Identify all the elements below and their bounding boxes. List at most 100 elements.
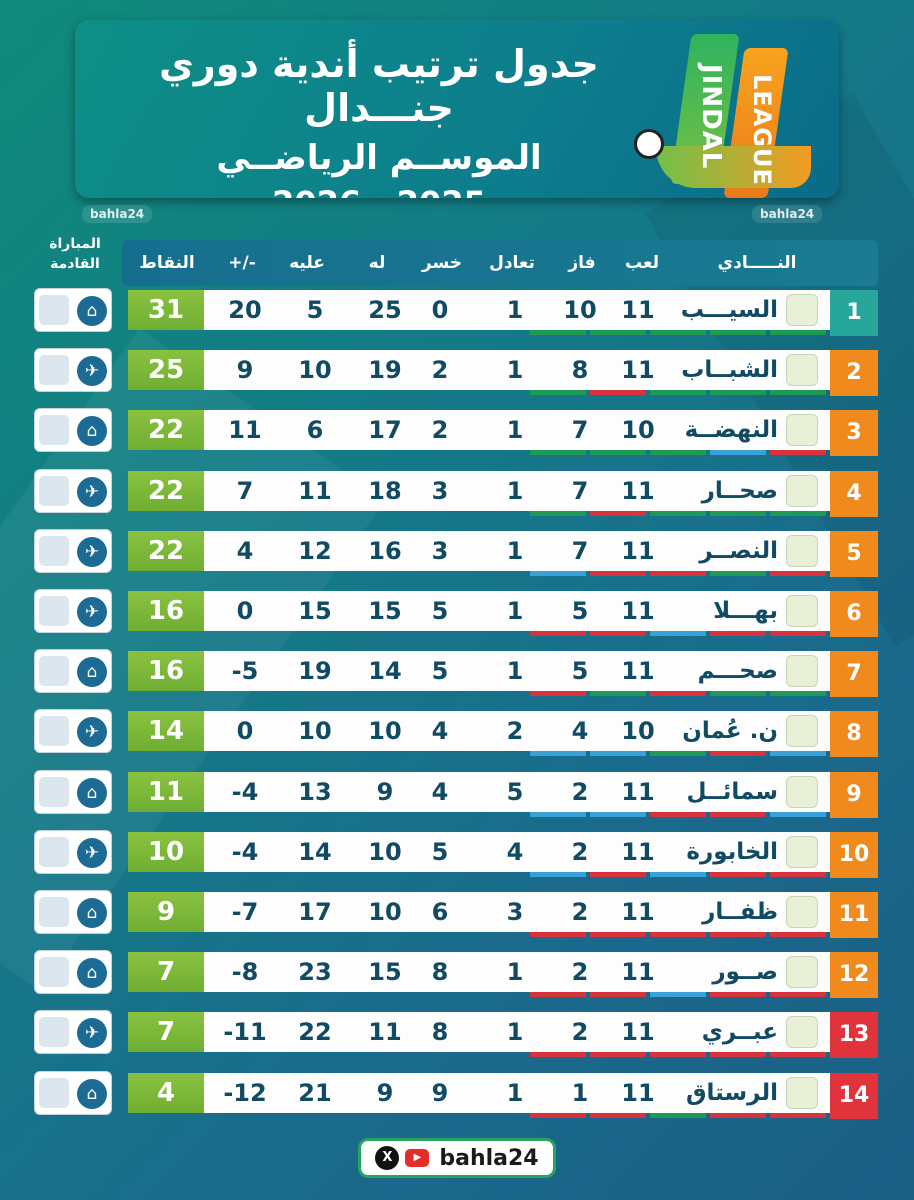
next-match-box: ✈ — [34, 589, 112, 633]
plane-icon: ✈ — [77, 536, 107, 567]
next-match-box: ✈ — [34, 829, 112, 874]
row-lost: 9 — [431, 1078, 449, 1107]
form-segment — [530, 1112, 586, 1118]
jindal-league-logo: JINDAL LEAGUE — [616, 34, 821, 198]
row-club-name: صحـــم — [697, 658, 778, 685]
row-draw: 1 — [506, 476, 524, 505]
form-strip — [530, 450, 830, 456]
form-segment — [530, 811, 586, 817]
row-points: 22 — [128, 470, 204, 511]
row-won: 2 — [571, 1018, 589, 1047]
row-rank: 9 — [830, 771, 878, 818]
row-club-name: صــور — [712, 959, 778, 986]
next-match-box: ✈ — [34, 1010, 112, 1055]
form-strip — [530, 570, 830, 576]
table-row: 10 -4 14 10 5 4 2 11 الخابورة 10 ✈ — [0, 829, 914, 880]
form-segment — [710, 992, 766, 998]
form-segment — [530, 390, 586, 396]
next-match-box: ⌂ — [34, 950, 112, 995]
row-points: 31 — [128, 290, 204, 330]
plane-icon: ✈ — [77, 356, 107, 387]
row-diff: -7 — [231, 898, 259, 926]
row-rank: 13 — [830, 1012, 878, 1059]
row-draw: 1 — [506, 296, 524, 324]
next-match-box: ⌂ — [34, 408, 112, 453]
watermark-right: bahla24 — [752, 205, 823, 223]
form-segment — [770, 1052, 826, 1058]
form-segment — [590, 751, 646, 757]
home-icon: ⌂ — [77, 898, 107, 928]
row-gf: 17 — [368, 416, 402, 445]
row-ga: 12 — [298, 536, 332, 565]
row-lost: 2 — [431, 416, 449, 445]
club-crest-icon — [786, 1016, 818, 1049]
row-points: 25 — [128, 350, 204, 391]
plane-icon: ✈ — [77, 717, 107, 748]
row-club-name: الخابورة — [686, 838, 778, 865]
form-segment — [530, 691, 586, 697]
club-crest-icon — [786, 354, 818, 387]
form-segment — [710, 510, 766, 516]
row-body — [128, 591, 830, 631]
row-diff: 7 — [236, 476, 254, 505]
row-body — [128, 651, 830, 692]
row-gf: 18 — [368, 476, 402, 505]
opponent-crest-icon — [39, 1017, 69, 1048]
row-diff: -12 — [223, 1078, 267, 1107]
table-row: 25 9 10 19 2 1 8 11 الشبــاب 2 ✈ — [0, 348, 914, 398]
form-segment — [590, 631, 646, 636]
row-body — [128, 892, 830, 932]
form-strip — [530, 871, 830, 877]
row-gf: 10 — [368, 898, 402, 926]
form-segment — [710, 390, 766, 396]
form-segment — [590, 1052, 646, 1058]
next-match-header-line2: القادمة — [50, 256, 100, 272]
row-body — [128, 470, 830, 511]
form-segment — [710, 450, 766, 456]
row-won: 2 — [571, 898, 589, 926]
footer-badge[interactable]: X ▶ bahla24 — [358, 1138, 556, 1178]
form-segment — [590, 1112, 646, 1118]
logo-base — [656, 146, 811, 188]
row-played: 10 — [621, 416, 655, 445]
form-segment — [710, 631, 766, 636]
row-won: 7 — [571, 476, 589, 505]
table-header: النقاط +/- عليه له خسر تعادل فاز لعب الن… — [122, 240, 878, 286]
row-draw: 1 — [506, 1018, 524, 1047]
form-segment — [590, 330, 646, 335]
row-lost: 6 — [431, 898, 449, 926]
form-segment — [530, 1052, 586, 1058]
row-club-name: صحــار — [701, 477, 778, 504]
row-rank: 11 — [830, 892, 878, 938]
row-points: 11 — [128, 771, 204, 812]
form-segment — [770, 390, 826, 396]
row-gf: 15 — [368, 597, 402, 625]
row-lost: 8 — [431, 1018, 449, 1047]
form-segment — [710, 871, 766, 877]
plane-icon: ✈ — [77, 476, 107, 507]
home-icon: ⌂ — [77, 296, 107, 326]
row-points: 9 — [128, 892, 204, 932]
row-diff: 0 — [236, 717, 254, 746]
col-played: لعب — [625, 253, 659, 273]
form-segment — [590, 570, 646, 576]
plane-icon: ✈ — [77, 597, 107, 627]
row-won: 7 — [571, 536, 589, 565]
row-body — [128, 410, 830, 451]
form-strip — [530, 811, 830, 817]
row-ga: 15 — [298, 597, 332, 625]
next-match-box: ✈ — [34, 528, 112, 573]
form-segment — [650, 871, 706, 877]
row-won: 8 — [571, 356, 589, 385]
col-gf: له — [368, 253, 386, 273]
form-segment — [710, 691, 766, 697]
form-segment — [770, 691, 826, 697]
row-lost: 5 — [431, 657, 449, 686]
row-body — [128, 530, 830, 571]
row-club-name: الشبــاب — [681, 357, 778, 384]
form-segment — [650, 751, 706, 757]
form-segment — [590, 390, 646, 396]
row-gf: 25 — [368, 296, 402, 324]
home-icon: ⌂ — [77, 958, 107, 989]
club-crest-icon — [786, 896, 818, 928]
